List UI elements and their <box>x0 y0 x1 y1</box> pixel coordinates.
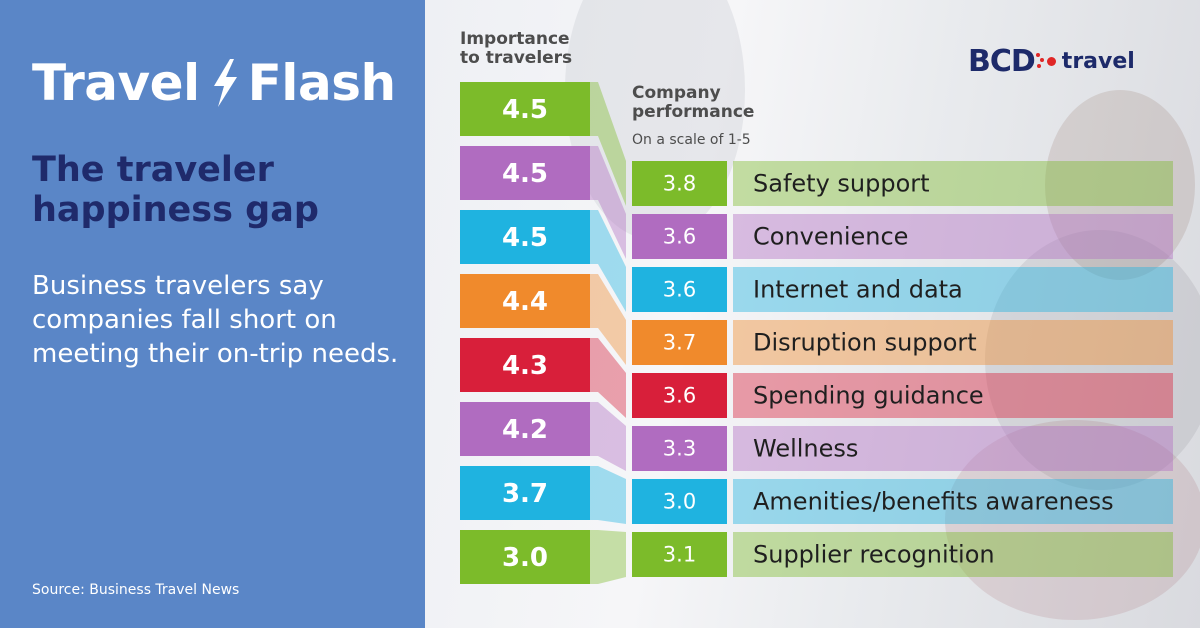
need-label: Safety support <box>753 170 930 198</box>
need-label: Wellness <box>753 435 858 463</box>
performance-box <box>632 373 727 418</box>
lightning-bolt-icon <box>213 59 237 107</box>
importance-box <box>460 466 590 520</box>
label-band <box>733 532 1173 577</box>
importance-value: 3.0 <box>502 543 548 573</box>
performance-box <box>632 161 727 206</box>
performance-box <box>632 479 727 524</box>
connector-band <box>590 82 626 206</box>
performance-box <box>632 267 727 312</box>
importance-box <box>460 402 590 456</box>
brand-title: Travel Flash <box>32 58 396 108</box>
importance-box <box>460 82 590 136</box>
importance-header-text: Importance to travelers <box>460 29 573 68</box>
label-band <box>733 320 1173 365</box>
performance-value: 3.1 <box>663 543 696 567</box>
label-band <box>733 267 1173 312</box>
performance-value: 3.8 <box>663 172 696 196</box>
connector-band <box>590 146 626 259</box>
logo-bcd-text: BCD <box>968 44 1036 79</box>
importance-value: 4.4 <box>502 287 548 317</box>
subtext: Business travelers say companies fall sh… <box>32 271 399 369</box>
connector-band <box>590 530 626 584</box>
importance-header: Importance to travelers <box>460 29 585 68</box>
performance-value: 3.6 <box>663 225 696 249</box>
headline: The traveler happiness gap <box>32 150 319 231</box>
scale-note: On a scale of 1-5 <box>632 132 751 148</box>
need-label: Disruption support <box>753 329 977 357</box>
left-panel: Travel Flash The traveler happiness gap … <box>0 0 425 628</box>
brand-title-right: Flash <box>247 54 396 112</box>
label-band <box>733 479 1173 524</box>
performance-box <box>632 320 727 365</box>
connector-band <box>590 210 626 312</box>
need-label: Convenience <box>753 223 908 251</box>
brand-title-left: Travel <box>32 54 200 112</box>
importance-value: 3.7 <box>502 479 548 509</box>
connector-band <box>590 274 626 365</box>
connector-band <box>590 338 626 418</box>
performance-box <box>632 426 727 471</box>
importance-box <box>460 210 590 264</box>
performance-value: 3.3 <box>663 437 696 461</box>
need-label: Supplier recognition <box>753 541 995 569</box>
importance-value: 4.3 <box>502 351 548 381</box>
importance-box <box>460 530 590 584</box>
label-band <box>733 426 1173 471</box>
performance-header-text: Company performance <box>632 83 755 122</box>
connector-band <box>590 466 626 524</box>
need-label: Internet and data <box>753 276 963 304</box>
logo-red-dot <box>1046 57 1056 66</box>
need-label: Spending guidance <box>753 382 984 410</box>
performance-box <box>632 532 727 577</box>
importance-box <box>460 338 590 392</box>
connector-band <box>590 402 626 471</box>
performance-box <box>632 214 727 259</box>
logo-travel-text: travel <box>1061 49 1135 74</box>
performance-value: 3.6 <box>663 278 696 302</box>
importance-value: 4.5 <box>502 223 548 253</box>
performance-value: 3.7 <box>663 331 696 355</box>
bcd-travel-logo: BCD travel <box>968 44 1135 79</box>
label-band <box>733 373 1173 418</box>
logo-dots-icon <box>1035 52 1044 68</box>
label-band <box>733 214 1173 259</box>
label-band <box>733 161 1173 206</box>
performance-header: Company performance <box>632 83 762 122</box>
source-note: Source: Business Travel News <box>32 582 240 598</box>
importance-box <box>460 274 590 328</box>
importance-value: 4.2 <box>502 415 548 445</box>
importance-box <box>460 146 590 200</box>
performance-value: 3.6 <box>663 384 696 408</box>
importance-value: 4.5 <box>502 95 548 125</box>
need-label: Amenities/benefits awareness <box>753 488 1114 516</box>
importance-value: 4.5 <box>502 159 548 189</box>
performance-value: 3.0 <box>663 490 696 514</box>
